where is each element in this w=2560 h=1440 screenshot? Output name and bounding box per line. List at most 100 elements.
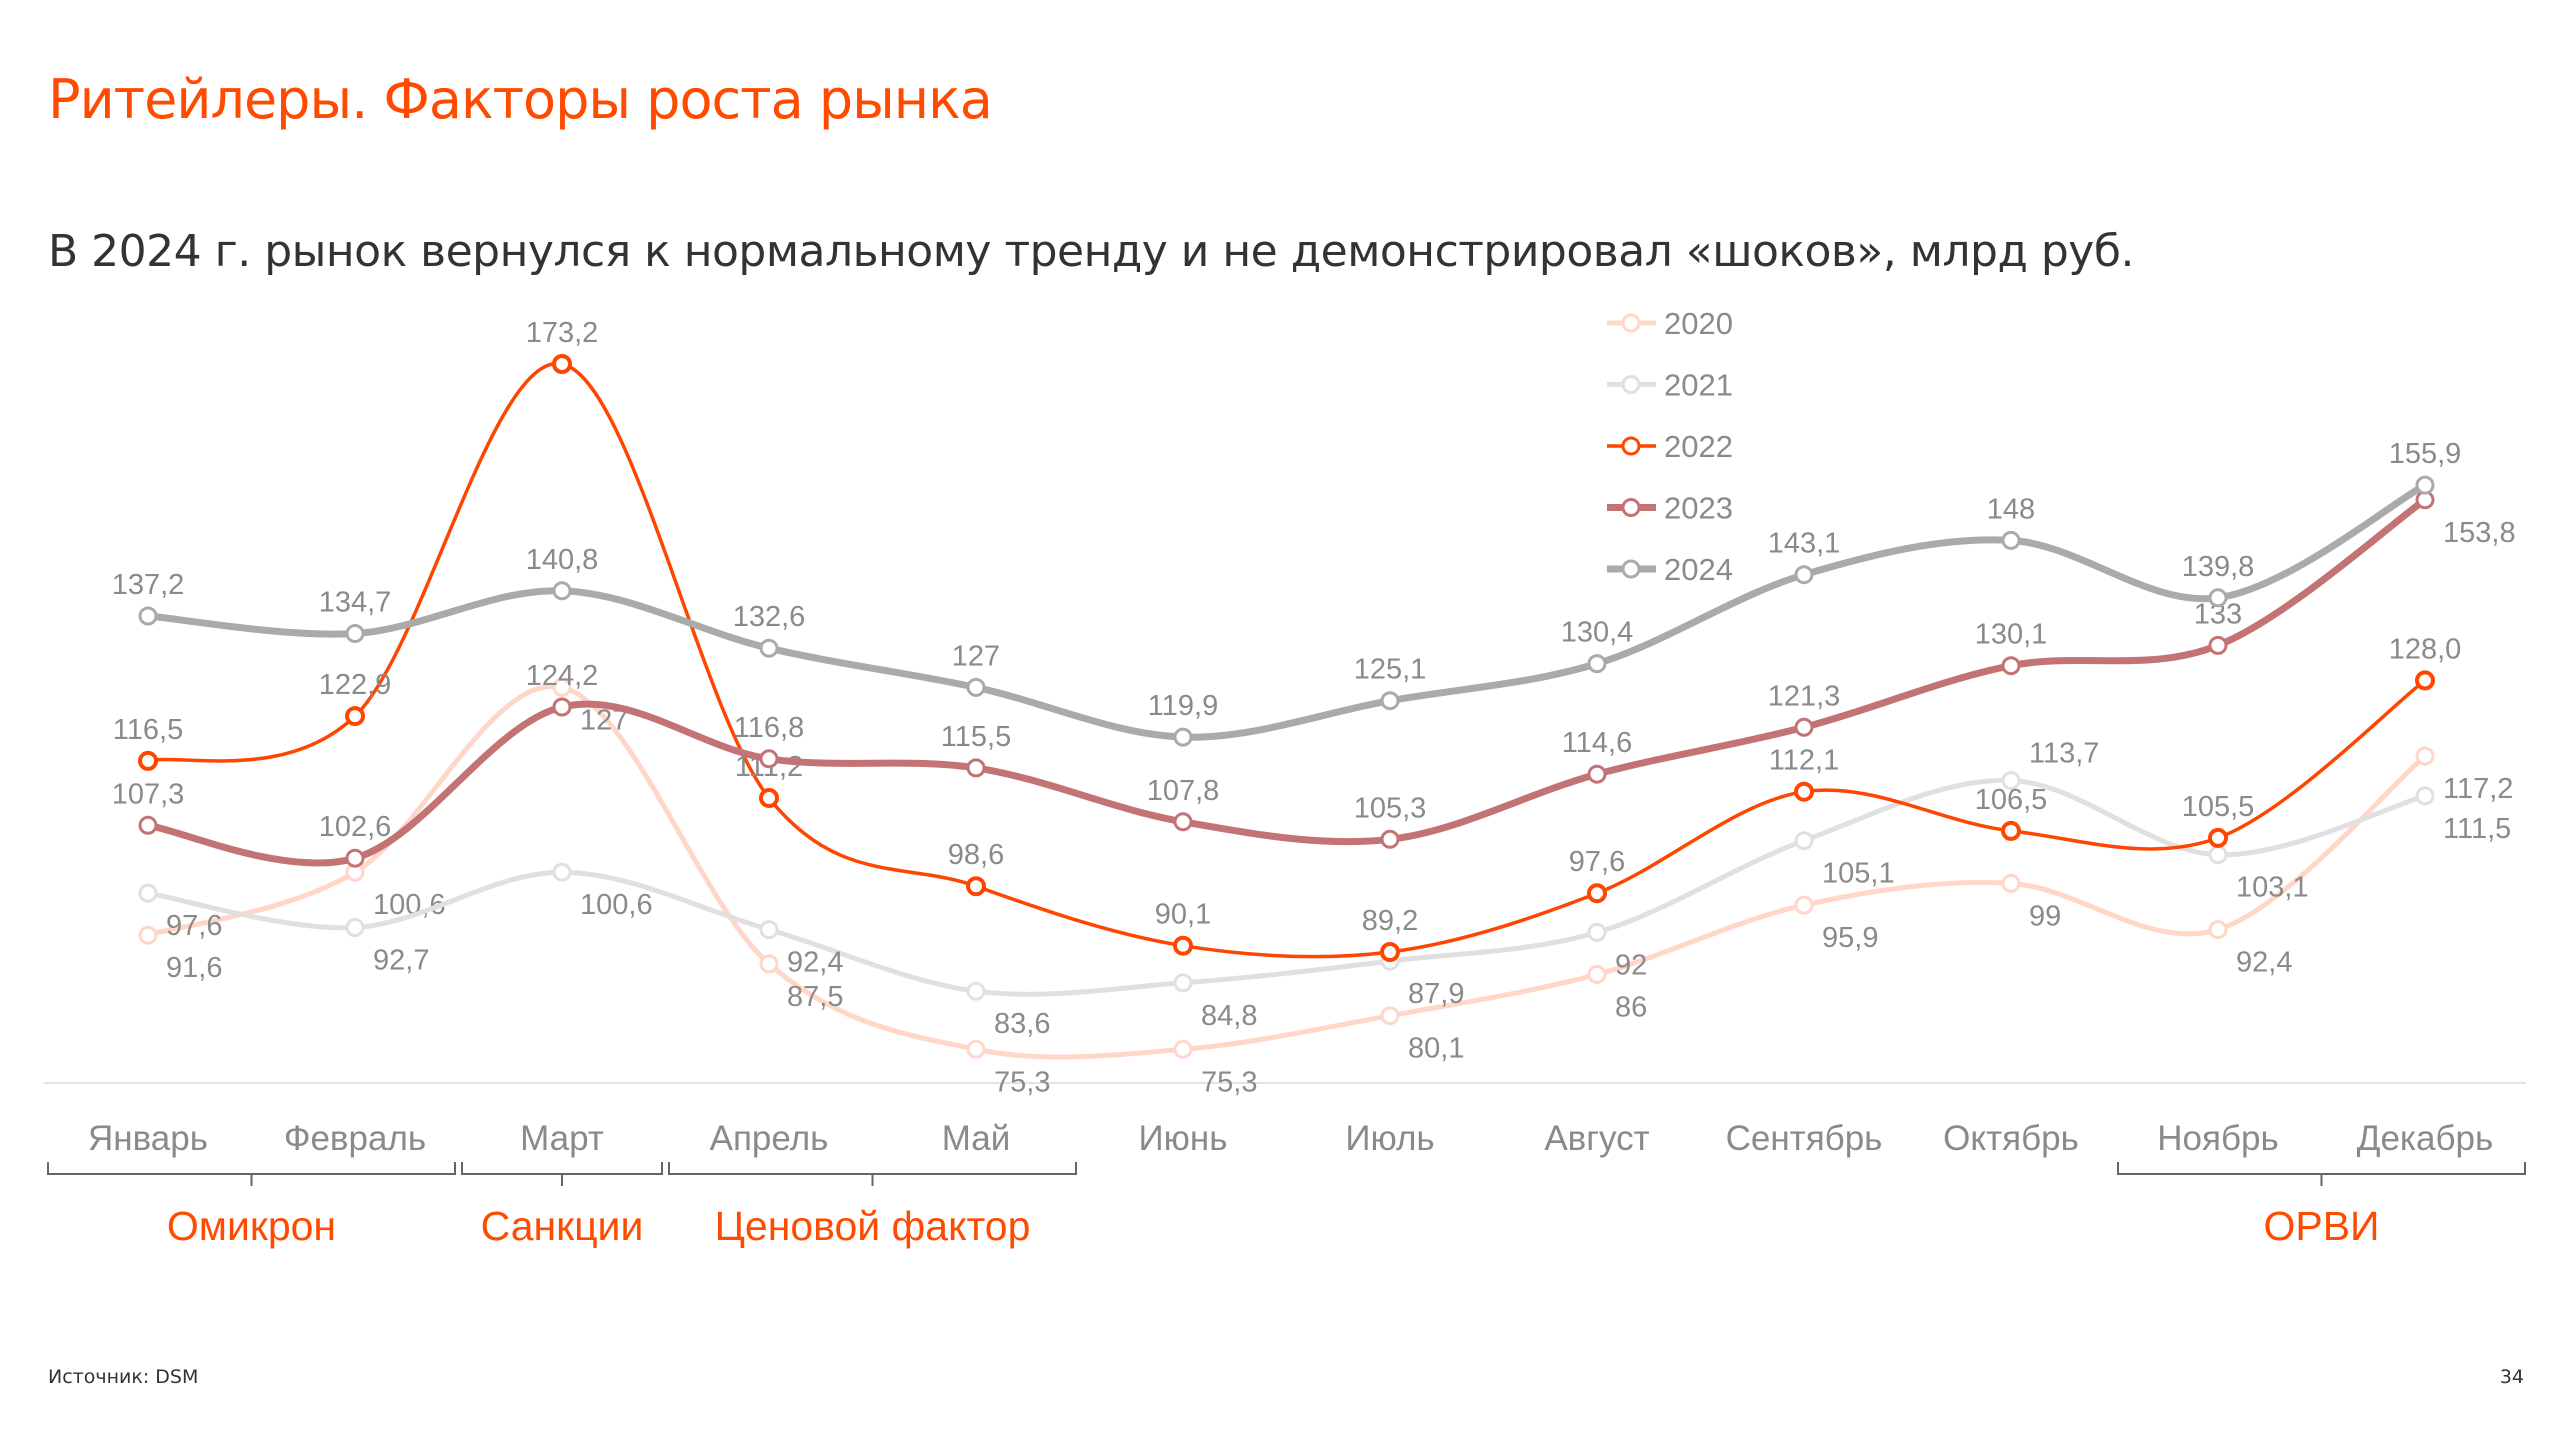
data-point xyxy=(1380,829,1400,849)
data-label: 130,4 xyxy=(1561,617,1634,649)
legend-marker xyxy=(1621,375,1641,394)
data-label: 122,9 xyxy=(319,669,392,701)
data-label: 124,2 xyxy=(526,660,599,692)
series-2023: 107,3 102,6 124,2 116,8 115,5 107,8 105,3 114,6… xyxy=(112,490,2516,868)
data-point xyxy=(759,638,779,658)
data-label: 117,2 xyxy=(2443,773,2513,805)
data-label: 87,5 xyxy=(787,981,843,1013)
data-label: 105,3 xyxy=(1354,792,1427,824)
data-label: 75,3 xyxy=(994,1066,1050,1098)
x-tick-label: Апрель xyxy=(710,1119,829,1158)
data-label: 130,1 xyxy=(1975,619,2048,651)
data-point xyxy=(2208,827,2228,848)
data-point xyxy=(2001,820,2021,841)
data-label: 92,4 xyxy=(2236,947,2292,979)
data-point xyxy=(2001,656,2021,676)
data-label: 116,8 xyxy=(734,712,804,744)
x-tick-label: Июль xyxy=(1345,1119,1434,1158)
annotation-bracket xyxy=(2117,1162,2526,1186)
data-point xyxy=(759,749,779,769)
legend-label: 2023 xyxy=(1664,491,1733,526)
data-point xyxy=(759,920,779,940)
source-note: Источник: DSM xyxy=(48,1366,199,1388)
series-2022: 116,5122,9173,2111,298,690,189,297,6112,… xyxy=(113,317,2461,962)
data-point xyxy=(1587,922,1607,942)
data-point xyxy=(2415,670,2435,691)
data-label: 97,6 xyxy=(1569,846,1625,878)
data-label: 83,6 xyxy=(994,1008,1050,1040)
page-number: 34 xyxy=(2499,1366,2524,1388)
data-point xyxy=(1794,831,1814,851)
data-label: 92 xyxy=(1615,949,1647,981)
data-point xyxy=(552,677,572,697)
data-point xyxy=(2208,920,2228,940)
data-point xyxy=(138,883,158,903)
data-label: 86 xyxy=(1615,991,1647,1023)
data-label: 116,5 xyxy=(113,714,183,746)
data-point xyxy=(1380,1006,1400,1026)
data-label: 155,9 xyxy=(2389,438,2462,470)
series-line xyxy=(147,496,2428,867)
data-label: 87,9 xyxy=(1408,978,1464,1010)
data-point xyxy=(966,758,986,778)
data-label: 105,5 xyxy=(2182,791,2255,823)
data-label: 89,2 xyxy=(1362,905,1418,937)
data-point xyxy=(2001,530,2021,550)
data-point xyxy=(1587,654,1607,674)
series-line xyxy=(147,777,2426,997)
series-2021: 97,6 92,7 100,6 92,4 83,6 84,8 87,9 92 105,1 113,… xyxy=(138,368,2511,1040)
data-point xyxy=(1173,973,1193,993)
data-point xyxy=(1173,727,1193,747)
data-point xyxy=(345,848,365,868)
annotation-bracket xyxy=(461,1162,663,1186)
data-label: 92,4 xyxy=(787,947,843,979)
data-label: 148 xyxy=(1987,493,2035,525)
annotation-label: Санкции xyxy=(481,1203,644,1249)
data-label: 100,6 xyxy=(580,889,653,921)
data-label: 137,2 xyxy=(112,569,185,601)
series-line xyxy=(147,482,2427,741)
x-tick-label: Август xyxy=(1544,1119,1649,1158)
data-label: 106,5 xyxy=(1975,784,2048,816)
annotation-label: ОРВИ xyxy=(2263,1203,2379,1249)
data-point xyxy=(1794,565,1814,585)
data-point xyxy=(966,1039,986,1059)
data-label: 153,8 xyxy=(2443,517,2516,549)
data-label: 125,1 xyxy=(1354,654,1427,686)
data-label: 91,6 xyxy=(166,952,222,984)
data-point xyxy=(345,624,365,643)
series-line xyxy=(147,683,2427,1060)
data-point xyxy=(138,815,158,835)
legend-label: 2024 xyxy=(1664,552,1733,587)
legend-marker xyxy=(1621,498,1641,517)
data-label: 134,7 xyxy=(319,587,392,619)
data-point xyxy=(2415,786,2435,806)
data-point xyxy=(2208,845,2228,865)
data-point xyxy=(1794,895,1814,915)
x-tick-label: Февраль xyxy=(284,1119,426,1158)
data-label: 173,2 xyxy=(526,317,599,349)
data-point xyxy=(1794,717,1814,737)
data-label: 107,8 xyxy=(1147,775,1220,807)
data-point xyxy=(2001,771,2021,790)
data-label: 92,7 xyxy=(373,945,429,977)
annotation-label: Омикрон xyxy=(167,1203,336,1249)
annotation-label: Ценовой фактор xyxy=(715,1203,1031,1249)
data-point xyxy=(345,706,365,727)
data-point xyxy=(1173,812,1193,832)
series-2024: 137,2 134,7 140,8 132,6 127 119,9 125,1 130,4 14… xyxy=(112,438,2462,747)
data-point xyxy=(1794,781,1814,802)
data-label: 127 xyxy=(952,640,1000,672)
x-tick-label: Июнь xyxy=(1139,1119,1228,1158)
data-label: 114,6 xyxy=(1562,727,1632,759)
x-tick-label: Май xyxy=(942,1119,1011,1158)
data-label: 143,1 xyxy=(1768,528,1841,560)
data-point xyxy=(345,918,365,937)
data-point xyxy=(2001,873,2021,893)
data-label: 132,6 xyxy=(733,601,806,633)
data-label: 119,9 xyxy=(1148,690,1218,722)
data-label: 115,5 xyxy=(941,721,1011,753)
data-point xyxy=(2208,635,2228,655)
data-label: 98,6 xyxy=(948,839,1004,871)
